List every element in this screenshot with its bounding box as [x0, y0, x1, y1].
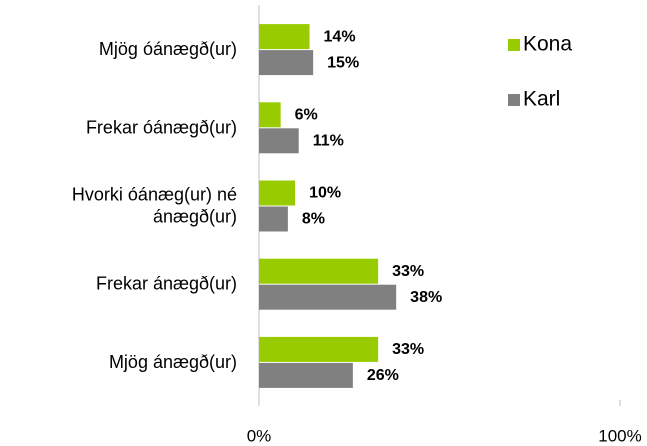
bar	[259, 206, 288, 232]
category-label: Mjög óánægð(ur)	[99, 39, 237, 59]
data-label: 33%	[392, 263, 424, 280]
legend-label: Karl	[523, 88, 560, 111]
category-label: Mjög ánægð(ur)	[109, 352, 237, 372]
bar	[259, 180, 296, 206]
category-label: Frekar óánægð(ur)	[86, 117, 237, 137]
x-tick-label: 100%	[598, 426, 641, 445]
bar	[259, 50, 314, 76]
bar	[259, 336, 379, 362]
data-label: 26%	[367, 367, 399, 384]
data-label: 15%	[327, 54, 359, 71]
data-label: 11%	[313, 133, 344, 150]
bar	[259, 284, 397, 310]
data-label: 10%	[309, 185, 341, 202]
x-tick-label: 0%	[247, 426, 272, 445]
legend-swatch	[508, 94, 520, 106]
data-label: 33%	[392, 341, 424, 358]
data-label: 6%	[295, 107, 318, 124]
data-label: 38%	[410, 289, 442, 306]
data-label: 14%	[324, 28, 356, 45]
bar	[259, 362, 353, 388]
category-label: Hvorki óánæg(ur) né ánægð(ur)	[72, 184, 237, 226]
bar	[259, 24, 310, 50]
category-label: Frekar ánægð(ur)	[96, 273, 237, 293]
bar	[259, 102, 281, 128]
legend-label: Kona	[523, 33, 572, 56]
bar	[259, 128, 299, 154]
bar	[259, 258, 379, 284]
legend-swatch	[508, 39, 520, 51]
data-label: 8%	[302, 211, 325, 228]
